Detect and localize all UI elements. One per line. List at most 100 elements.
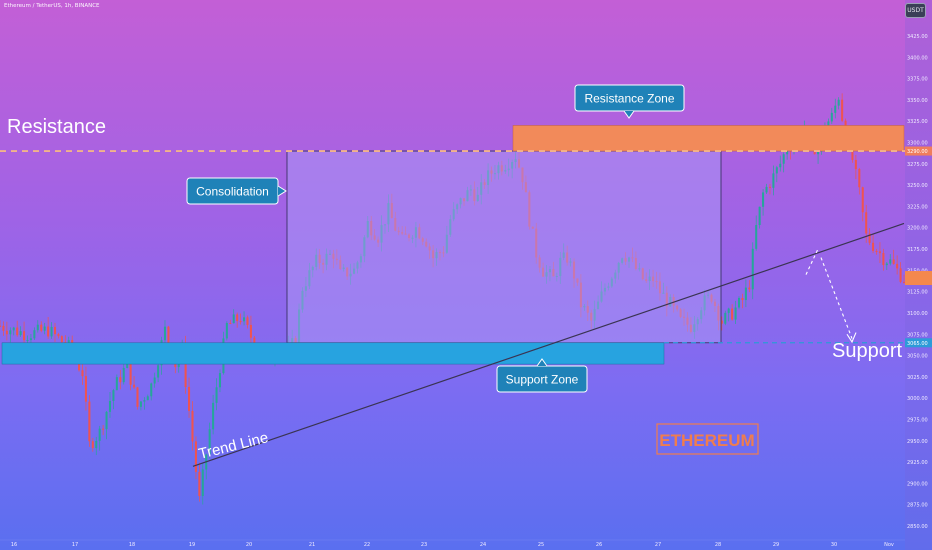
candle-body (5, 330, 8, 335)
candle-body (139, 401, 142, 407)
candle-body (724, 312, 727, 324)
resistance-zone-callout: Resistance Zone (574, 84, 685, 119)
candle-body (232, 314, 235, 324)
candle-body (191, 410, 194, 442)
candle-body (40, 324, 43, 331)
ethereum-box (656, 423, 759, 455)
candle-body (194, 441, 197, 472)
candle-body (772, 173, 775, 188)
candle-body (184, 345, 187, 387)
candle-body (841, 99, 844, 121)
time-tick-label: 27 (655, 542, 661, 548)
candle-body (744, 287, 747, 301)
consolidation-callout-pointer (277, 185, 287, 197)
candle-body (23, 331, 26, 341)
candle-body (737, 297, 741, 308)
trend-line-label: Trend Line (197, 429, 270, 463)
price-tick-label: 3425.00 (907, 34, 928, 40)
candle-body (29, 338, 32, 341)
arrow-head-icon (846, 332, 857, 344)
candle-body (892, 259, 895, 264)
price-tick-label: 3100.00 (907, 311, 928, 317)
trend-line (192, 222, 905, 467)
candle-body (133, 384, 136, 388)
price-badge (905, 338, 932, 348)
candle-body (208, 429, 211, 455)
price-tick-label: 2850.00 (907, 524, 928, 530)
candle-body (218, 373, 222, 388)
price-tick-label: 3025.00 (907, 375, 928, 381)
time-tick-label: 24 (480, 542, 486, 548)
candle-body (875, 250, 878, 252)
currency-button[interactable]: USDT (905, 3, 926, 18)
symbol-title: Ethereum / TetherUS, 1h, BINANCE (4, 3, 100, 9)
time-tick-label: 28 (715, 542, 721, 548)
candle-body (136, 387, 139, 407)
price-tick-label: 3325.00 (907, 119, 928, 125)
candle-body (115, 377, 118, 391)
candle-body (751, 248, 754, 290)
candle-body (98, 428, 101, 441)
price-tick-label: 3300.00 (907, 141, 928, 147)
candle-body (57, 334, 60, 337)
candle-body (779, 163, 782, 168)
time-axis: 16 17 18 19 20 21 22 23 24 25 26 27 28 29 30 Nov (0, 539, 905, 548)
candle-body (167, 326, 170, 344)
support-zone-callout: Support Zone (496, 358, 588, 393)
candle-body (854, 159, 857, 170)
candle-body (129, 359, 132, 385)
candle-body (868, 233, 871, 243)
candle-body (84, 376, 87, 402)
candle-body (108, 400, 112, 412)
candle-body (201, 469, 204, 497)
resistance-zone (512, 125, 905, 152)
time-tick-label: 22 (364, 542, 370, 548)
time-tick-label: 20 (246, 542, 252, 548)
ethereum-watermark: ETHEREUM (656, 423, 759, 455)
price-tick-label: 3125.00 (907, 290, 928, 296)
price-tick-label: 3275.00 (907, 162, 928, 168)
candle-body (827, 121, 830, 129)
candle-body (902, 281, 906, 283)
resistance-zone-callout-text: Resistance Zone (584, 92, 674, 106)
candle-body (720, 320, 723, 324)
price-badge-label: 3065.00 (907, 341, 928, 347)
candle-body (782, 154, 785, 164)
candle-body (36, 324, 39, 331)
candle-body (755, 225, 758, 249)
candle-body (60, 336, 63, 343)
candle-body (119, 377, 122, 383)
candle-body (47, 326, 50, 337)
price-tick-label: 3050.00 (907, 354, 928, 360)
candle-body (112, 390, 115, 401)
candle-body (19, 331, 22, 336)
candle-body (246, 317, 249, 325)
candle-body (150, 383, 153, 397)
candle-body (163, 326, 167, 341)
candle-body (748, 287, 751, 290)
candle-body (830, 112, 833, 122)
price-tick-label: 2875.00 (907, 503, 928, 509)
candle-body (105, 411, 108, 430)
time-tick-label: 30 (831, 542, 837, 548)
time-tick-label: Nov (884, 542, 894, 548)
candle-body (225, 323, 228, 339)
candle-body (775, 167, 778, 174)
consolidation-callout: Consolidation (186, 177, 287, 205)
time-tick-label: 25 (538, 542, 544, 548)
price-tick-label: 3250.00 (907, 183, 928, 189)
candle-body (26, 340, 29, 342)
candle-body (878, 251, 881, 254)
time-tick-label: 18 (129, 542, 135, 548)
candle-body (33, 330, 36, 339)
ethereum-text: ETHEREUM (659, 431, 754, 450)
candle-body (889, 259, 892, 264)
time-tick-label: 26 (596, 542, 602, 548)
price-tick-label: 3350.00 (907, 98, 928, 104)
candle-body (239, 321, 242, 323)
candle-body (102, 428, 105, 430)
candle-body (249, 324, 252, 338)
price-tick-label: 2950.00 (907, 439, 928, 445)
time-tick-label: 23 (421, 542, 427, 548)
